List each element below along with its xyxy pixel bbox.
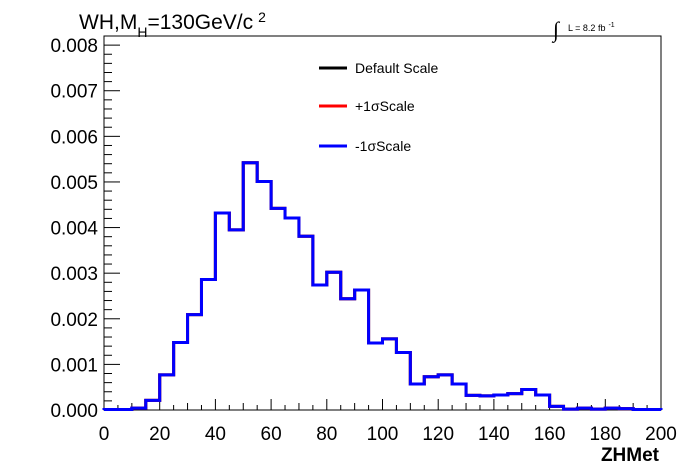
legend-entry-label: +1σScale	[355, 98, 415, 114]
svg-text:WH,MH=130GeV/c2: WH,MH=130GeV/c 2	[79, 9, 266, 40]
x-tick-label: 200	[645, 424, 677, 445]
y-axis: 0.000 0.001 0.002 0.003 0.004 0.005 0.006 0.007…	[50, 35, 120, 422]
y-tick-label: 0.008	[50, 36, 98, 57]
y-tick-label: 0.004	[50, 219, 98, 240]
y-tick-label: 0.007	[50, 82, 98, 103]
x-tick-label: 160	[534, 424, 566, 445]
x-axis: 0 20 40 60 80 100 120 140 160 180 200	[99, 399, 677, 445]
lumi-text: L = 8.2 fb	[568, 23, 605, 33]
title-superscript: 2	[258, 9, 266, 25]
chart-title: WH,MH=130GeV/c 2	[79, 9, 266, 40]
x-tick-label: 20	[149, 424, 170, 445]
x-tick-label: 120	[422, 424, 454, 445]
lumi-superscript: -1	[608, 22, 614, 29]
x-tick-label: 60	[261, 424, 282, 445]
series-line	[102, 161, 663, 412]
x-tick-label: 140	[478, 424, 510, 445]
y-tick-label: 0.001	[50, 355, 98, 376]
integral-sign: ∫	[551, 17, 561, 43]
y-tick-label: 0.005	[50, 173, 98, 194]
title-main: WH,M	[79, 11, 137, 34]
x-tick-label: 80	[316, 424, 337, 445]
x-tick-label: 180	[589, 424, 621, 445]
y-tick-label: 0.006	[50, 127, 98, 148]
luminosity-label: ∫ L = 8.2 fb -1	[551, 17, 615, 43]
x-axis-label: ZHMet	[601, 445, 660, 466]
svg-text:L = 8.2 fb-1: L = 8.2 fb -1	[568, 22, 615, 33]
series-line	[102, 161, 663, 412]
legend-entry-label: Default Scale	[355, 60, 438, 76]
y-tick-label: 0.002	[50, 310, 98, 331]
legend-entry-label: -1σScale	[355, 138, 411, 154]
x-tick-label: 0	[99, 424, 110, 445]
y-tick-label: 0.003	[50, 264, 98, 285]
x-tick-label: 40	[205, 424, 226, 445]
y-tick-label: 0.000	[50, 401, 98, 422]
plot-frame	[103, 35, 662, 411]
title-subscript: H	[137, 24, 147, 40]
legend: Default Scale +1σScale -1σScale	[319, 60, 438, 154]
series-layer	[102, 161, 663, 412]
series-line	[102, 161, 663, 412]
title-rest: =130GeV/c	[147, 11, 253, 34]
x-tick-label: 100	[367, 424, 399, 445]
